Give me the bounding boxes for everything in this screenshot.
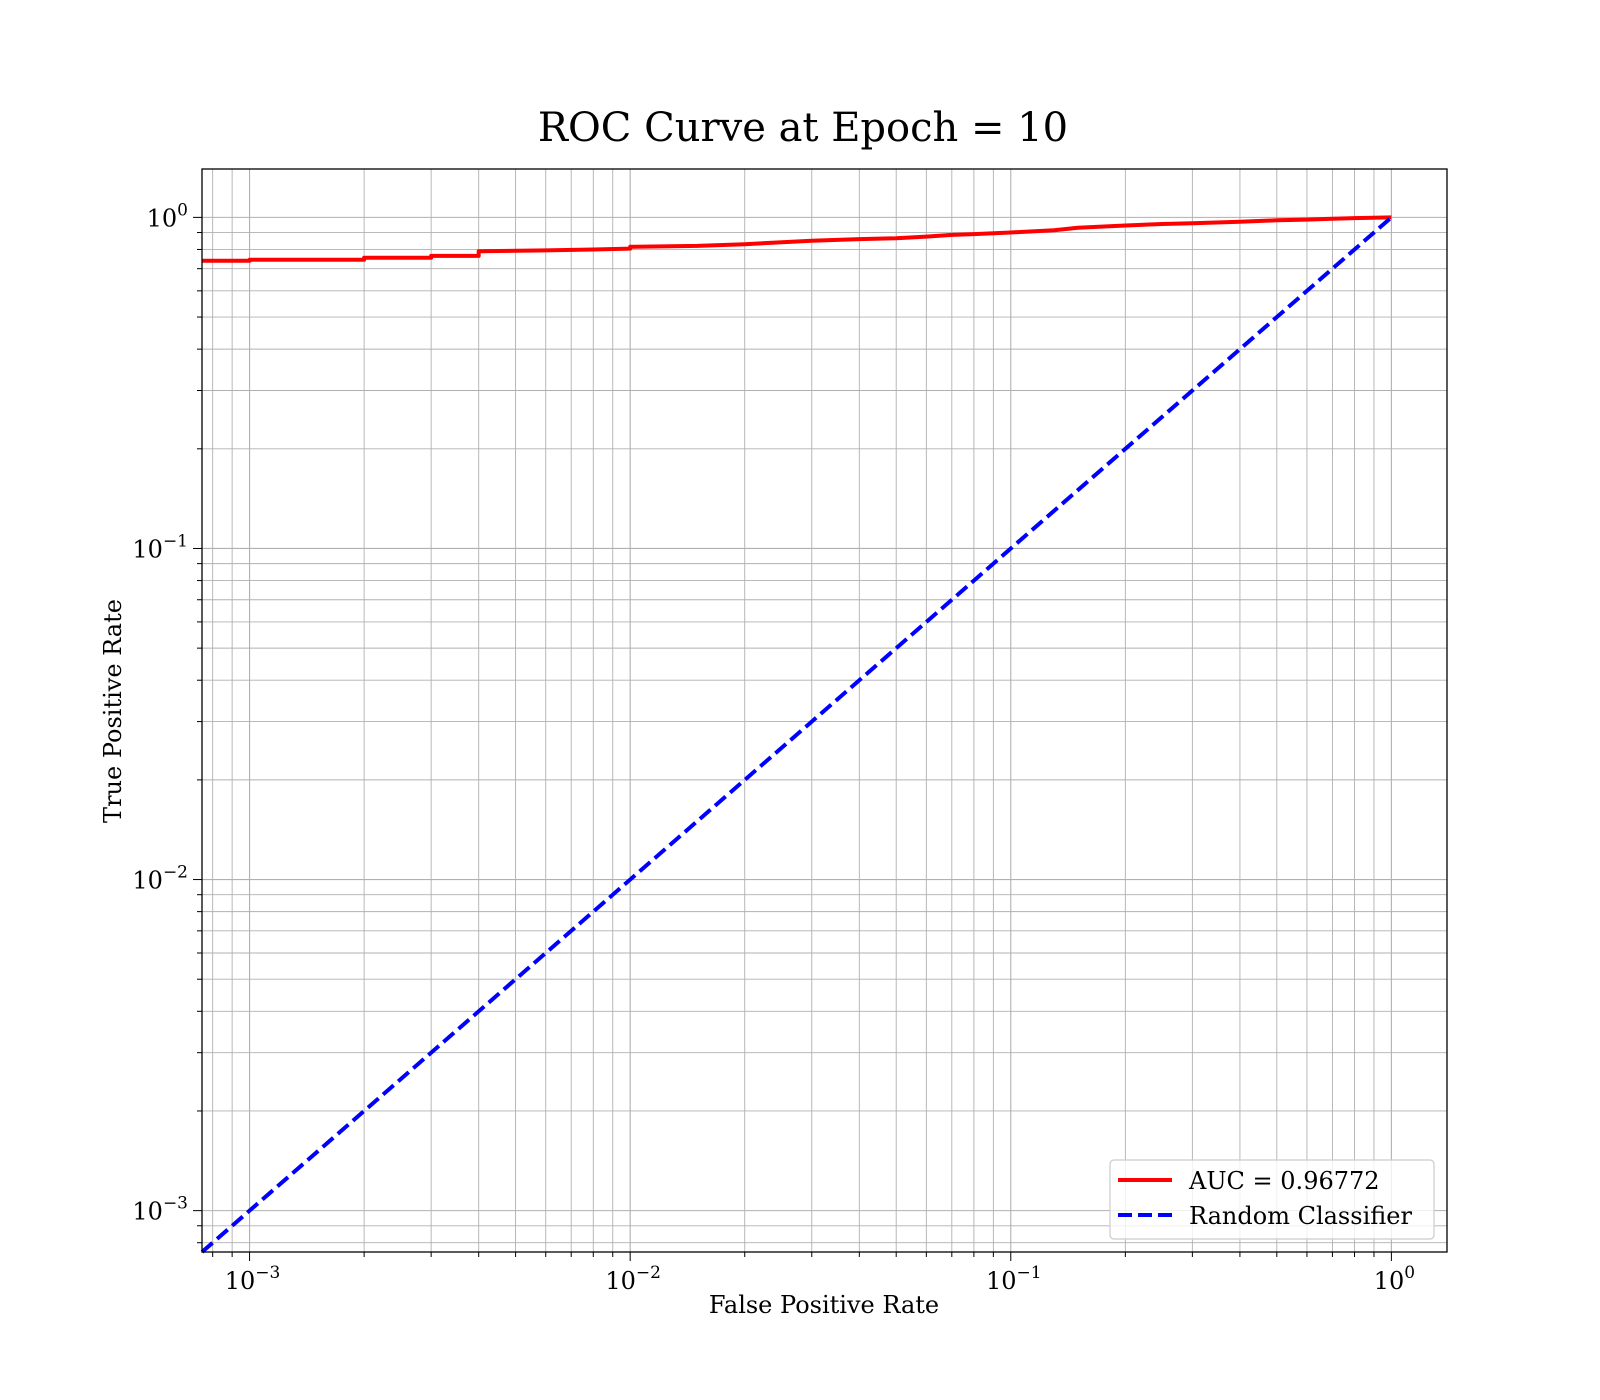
y-axis-label: True Positive Rate	[99, 599, 127, 823]
legend-box	[1109, 1159, 1435, 1240]
y-tick-label: 10−1	[132, 531, 188, 563]
legend: AUC = 0.96772 Random Classifier	[1109, 1159, 1435, 1240]
x-tick-label: 10−1	[986, 1263, 1042, 1295]
ticks-layer: 10−3 10−2 10−1 100 10−3 10−2 10−1 100	[132, 200, 1415, 1295]
legend-label-auc: AUC = 0.96772	[1188, 1167, 1380, 1195]
major-grid	[202, 169, 1447, 1252]
chart-title: ROC Curve at Epoch = 10	[538, 105, 1068, 151]
plot-frame	[201, 168, 1448, 1253]
legend-label-random-classifier: Random Classifier	[1189, 1202, 1412, 1230]
x-axis-label: False Positive Rate	[709, 1291, 939, 1319]
minor-grid	[202, 169, 1447, 1252]
x-tick-label: 10−2	[605, 1263, 661, 1295]
y-tick-label: 10−3	[132, 1194, 188, 1226]
series-layer	[200, 215, 1393, 1254]
y-tick-label: 10−2	[132, 863, 188, 895]
x-tick-label: 100	[1374, 1263, 1415, 1295]
y-tick-label: 100	[147, 200, 188, 232]
series-line-1	[200, 215, 1393, 1254]
x-tick-label: 10−3	[225, 1263, 281, 1295]
series-line-0	[202, 215, 1392, 263]
